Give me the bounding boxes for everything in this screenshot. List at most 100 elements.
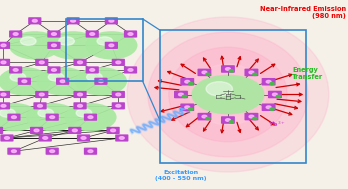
Circle shape: [52, 69, 56, 71]
Circle shape: [109, 19, 114, 22]
Circle shape: [249, 71, 254, 74]
Circle shape: [75, 67, 127, 95]
Circle shape: [13, 33, 18, 35]
Circle shape: [87, 73, 102, 81]
FancyBboxPatch shape: [0, 127, 3, 134]
FancyBboxPatch shape: [244, 69, 259, 76]
FancyBboxPatch shape: [221, 116, 235, 124]
Circle shape: [128, 69, 133, 71]
Circle shape: [116, 105, 121, 107]
FancyBboxPatch shape: [105, 17, 118, 24]
Circle shape: [37, 67, 89, 95]
Text: Near-Infrared Emission
(980 nm): Near-Infrared Emission (980 nm): [260, 6, 346, 19]
FancyBboxPatch shape: [9, 30, 22, 38]
Circle shape: [185, 81, 190, 83]
FancyBboxPatch shape: [66, 17, 80, 24]
FancyBboxPatch shape: [262, 78, 276, 86]
Circle shape: [39, 93, 44, 96]
Circle shape: [64, 103, 117, 131]
Circle shape: [78, 105, 82, 107]
FancyBboxPatch shape: [105, 42, 118, 49]
FancyBboxPatch shape: [30, 127, 43, 134]
FancyBboxPatch shape: [112, 102, 125, 109]
Circle shape: [39, 61, 44, 64]
Circle shape: [191, 75, 264, 114]
FancyBboxPatch shape: [7, 114, 21, 121]
Circle shape: [109, 44, 114, 47]
Circle shape: [59, 37, 74, 45]
FancyBboxPatch shape: [33, 102, 47, 109]
FancyBboxPatch shape: [35, 91, 48, 98]
FancyBboxPatch shape: [124, 66, 137, 74]
Circle shape: [43, 137, 48, 139]
FancyBboxPatch shape: [86, 30, 99, 38]
Circle shape: [48, 73, 64, 81]
Circle shape: [253, 117, 257, 120]
Circle shape: [119, 137, 124, 139]
FancyBboxPatch shape: [124, 30, 137, 38]
Circle shape: [38, 109, 54, 117]
FancyBboxPatch shape: [73, 91, 87, 98]
Circle shape: [88, 150, 93, 153]
Text: Yb$^{3+}$: Yb$^{3+}$: [268, 120, 286, 129]
Circle shape: [276, 95, 280, 98]
Text: Energy
Transfer: Energy Transfer: [292, 67, 323, 80]
FancyBboxPatch shape: [35, 59, 48, 66]
Circle shape: [38, 105, 42, 107]
FancyBboxPatch shape: [7, 148, 21, 155]
Circle shape: [206, 117, 210, 120]
Circle shape: [26, 103, 78, 131]
Circle shape: [88, 116, 93, 119]
Circle shape: [11, 116, 16, 119]
Circle shape: [272, 93, 277, 96]
Ellipse shape: [190, 64, 266, 125]
FancyBboxPatch shape: [221, 65, 235, 73]
Circle shape: [226, 68, 230, 70]
FancyBboxPatch shape: [198, 69, 212, 76]
FancyBboxPatch shape: [84, 148, 97, 155]
Circle shape: [0, 67, 50, 95]
Ellipse shape: [169, 47, 287, 142]
FancyBboxPatch shape: [0, 59, 10, 66]
Circle shape: [179, 93, 183, 96]
FancyBboxPatch shape: [77, 134, 90, 142]
FancyBboxPatch shape: [112, 59, 125, 66]
FancyBboxPatch shape: [47, 66, 61, 74]
Circle shape: [116, 93, 121, 96]
Ellipse shape: [127, 17, 329, 172]
FancyBboxPatch shape: [268, 91, 282, 98]
FancyBboxPatch shape: [73, 59, 87, 66]
Text: Excitation
(400 - 550 nm): Excitation (400 - 550 nm): [155, 170, 207, 181]
Circle shape: [206, 73, 210, 75]
Circle shape: [21, 37, 36, 45]
Circle shape: [1, 105, 6, 107]
Circle shape: [185, 106, 190, 108]
Circle shape: [60, 80, 65, 83]
Circle shape: [270, 108, 274, 110]
FancyBboxPatch shape: [68, 127, 81, 134]
Circle shape: [116, 61, 121, 64]
FancyBboxPatch shape: [47, 30, 61, 38]
Circle shape: [202, 71, 207, 74]
Circle shape: [81, 137, 86, 139]
FancyBboxPatch shape: [0, 102, 10, 109]
FancyBboxPatch shape: [197, 113, 211, 120]
FancyBboxPatch shape: [0, 42, 10, 49]
Circle shape: [266, 81, 271, 83]
FancyBboxPatch shape: [86, 66, 99, 74]
Circle shape: [249, 115, 254, 118]
FancyBboxPatch shape: [39, 134, 52, 142]
Circle shape: [229, 121, 234, 123]
Circle shape: [226, 119, 230, 121]
Circle shape: [78, 93, 82, 96]
FancyBboxPatch shape: [112, 91, 125, 98]
Circle shape: [128, 33, 133, 35]
Circle shape: [1, 61, 6, 64]
Circle shape: [76, 109, 92, 117]
Circle shape: [85, 31, 137, 60]
Circle shape: [72, 129, 77, 132]
FancyBboxPatch shape: [46, 148, 59, 155]
Circle shape: [52, 44, 56, 47]
FancyBboxPatch shape: [262, 104, 276, 111]
Circle shape: [98, 80, 103, 83]
